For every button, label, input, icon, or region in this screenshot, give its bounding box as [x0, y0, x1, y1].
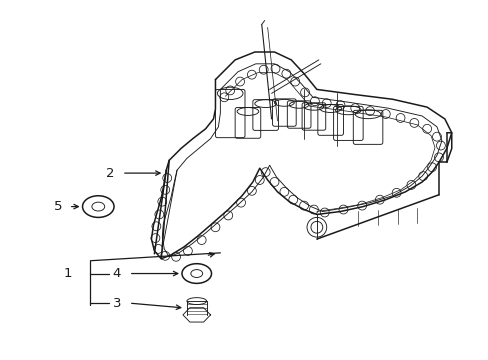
Text: 4: 4 — [113, 267, 121, 280]
Text: 3: 3 — [113, 297, 121, 310]
Text: 1: 1 — [63, 267, 72, 280]
Text: 2: 2 — [105, 167, 114, 180]
Text: 5: 5 — [54, 200, 62, 213]
